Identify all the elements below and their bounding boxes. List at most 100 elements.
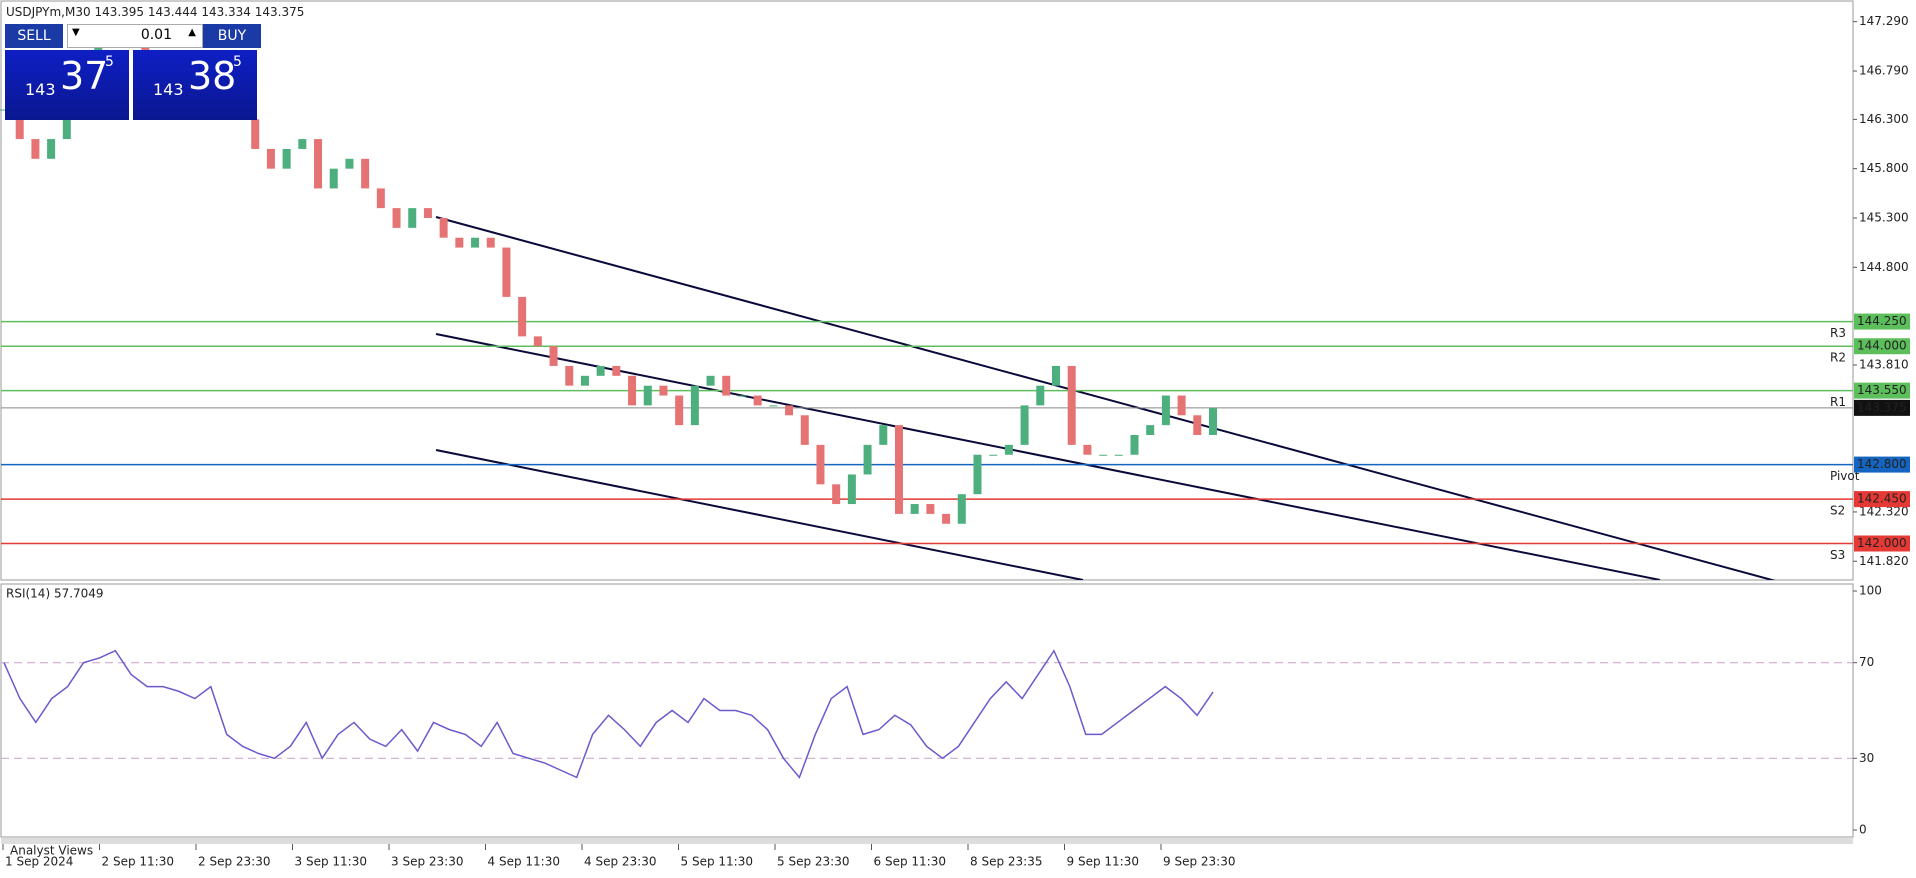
rsi-line xyxy=(3,649,1214,779)
candle xyxy=(298,139,307,149)
rsi-tick-label: 0 xyxy=(1859,823,1867,837)
candle xyxy=(1036,385,1045,406)
candle xyxy=(628,375,637,406)
time-label: 9 Sep 11:30 xyxy=(1067,855,1139,869)
level-label: 142.000 xyxy=(1857,536,1907,550)
candle xyxy=(1067,365,1076,445)
time-label: 5 Sep 11:30 xyxy=(681,855,753,869)
candle xyxy=(15,109,24,140)
candle xyxy=(879,425,888,445)
time-label: 2 Sep 23:30 xyxy=(198,855,270,869)
time-label: 3 Sep 11:30 xyxy=(295,855,367,869)
candle xyxy=(329,168,338,189)
trendline xyxy=(435,333,1661,580)
candle xyxy=(596,365,605,376)
rsi-frame xyxy=(0,583,1854,838)
candle xyxy=(1099,454,1108,456)
symbol: USDJPYm,M30 143.395 143.444 143.334 143.… xyxy=(6,5,304,19)
candle xyxy=(1146,425,1155,435)
candle xyxy=(722,375,731,396)
candle xyxy=(753,395,762,406)
candle xyxy=(439,217,448,238)
y-tick-label: 142.320 xyxy=(1859,504,1909,518)
time-label: 5 Sep 23:30 xyxy=(777,855,849,869)
main-frame xyxy=(0,0,1854,581)
y-tick-label: 141.820 xyxy=(1859,554,1909,568)
time-label: 9 Sep 23:30 xyxy=(1163,855,1235,869)
level-box xyxy=(1854,338,1910,355)
candle xyxy=(847,474,856,505)
footer: Analyst Views xyxy=(10,844,93,858)
rsi-tick-label: 70 xyxy=(1859,655,1874,669)
ask-mid: 38 xyxy=(188,54,237,98)
candle xyxy=(266,148,275,169)
candle xyxy=(423,208,432,218)
candle xyxy=(251,119,260,149)
time-label: 1 Sep 2024 xyxy=(5,855,73,869)
candle xyxy=(910,504,919,514)
time-label: 2 Sep 11:30 xyxy=(102,855,174,869)
time-label: 6 Sep 11:30 xyxy=(874,855,946,869)
candle xyxy=(502,247,511,297)
time-label: 8 Sep 23:35 xyxy=(970,855,1042,869)
candle xyxy=(486,237,495,248)
candle xyxy=(533,336,542,347)
y-tick-label: 145.800 xyxy=(1859,161,1909,175)
time-label: 4 Sep 23:30 xyxy=(584,855,656,869)
ask-small: 5 xyxy=(233,54,242,70)
candle xyxy=(800,415,809,445)
level-tag: S2 xyxy=(1830,504,1845,518)
candle xyxy=(1020,405,1029,445)
candle xyxy=(957,494,966,524)
level-tag: R3 xyxy=(1830,326,1846,340)
candle xyxy=(785,405,794,416)
symbol-text: USDJPYm,M30 xyxy=(6,5,91,19)
bid-big: 143 xyxy=(25,80,56,99)
candle xyxy=(282,148,291,169)
y-tick-label: 145.300 xyxy=(1859,210,1909,224)
volume[interactable]: 0.01 xyxy=(140,27,172,43)
trendline xyxy=(435,216,1776,580)
candle xyxy=(643,385,652,406)
bid-small: 5 xyxy=(105,54,114,70)
level-box xyxy=(1854,313,1910,330)
candle xyxy=(549,346,558,366)
candle xyxy=(376,188,385,209)
candle xyxy=(455,237,464,248)
rsi-title: RSI(14) 57.7049 xyxy=(6,587,104,601)
candle xyxy=(737,395,746,397)
candle xyxy=(612,365,621,376)
volume-box[interactable]: ▼ 0.01 ▲ xyxy=(67,24,203,48)
candle xyxy=(1083,444,1092,455)
time-label: 3 Sep 23:30 xyxy=(391,855,463,869)
ask-big: 143 xyxy=(153,80,184,99)
trendlines xyxy=(435,216,1776,580)
candle xyxy=(973,454,982,495)
candle xyxy=(580,375,589,386)
candle xyxy=(408,208,417,228)
candle xyxy=(0,109,8,111)
level-box xyxy=(1854,491,1910,508)
candle xyxy=(832,484,841,505)
candle xyxy=(1161,395,1170,426)
bid-mid: 37 xyxy=(60,54,109,98)
trendline xyxy=(435,449,1084,580)
candle xyxy=(863,444,872,475)
candle xyxy=(518,296,527,337)
ask[interactable]: 143 38 5 xyxy=(133,50,257,120)
candle xyxy=(690,385,699,426)
current-box xyxy=(1854,399,1910,416)
candle xyxy=(47,139,56,159)
candle xyxy=(1130,435,1139,455)
candle xyxy=(989,454,998,456)
rsi-tick-label: 30 xyxy=(1859,751,1874,765)
level-label: 142.450 xyxy=(1857,492,1907,506)
buy-button[interactable]: BUY xyxy=(203,24,261,48)
quote-text: 143.395 143.444 143.334 143.375 xyxy=(94,5,304,19)
sell-button[interactable]: SELL xyxy=(5,24,63,48)
candle xyxy=(1193,415,1202,435)
candle xyxy=(361,158,370,189)
bid[interactable]: 143 37 5 xyxy=(5,50,129,120)
level-label: 144.250 xyxy=(1857,314,1907,328)
